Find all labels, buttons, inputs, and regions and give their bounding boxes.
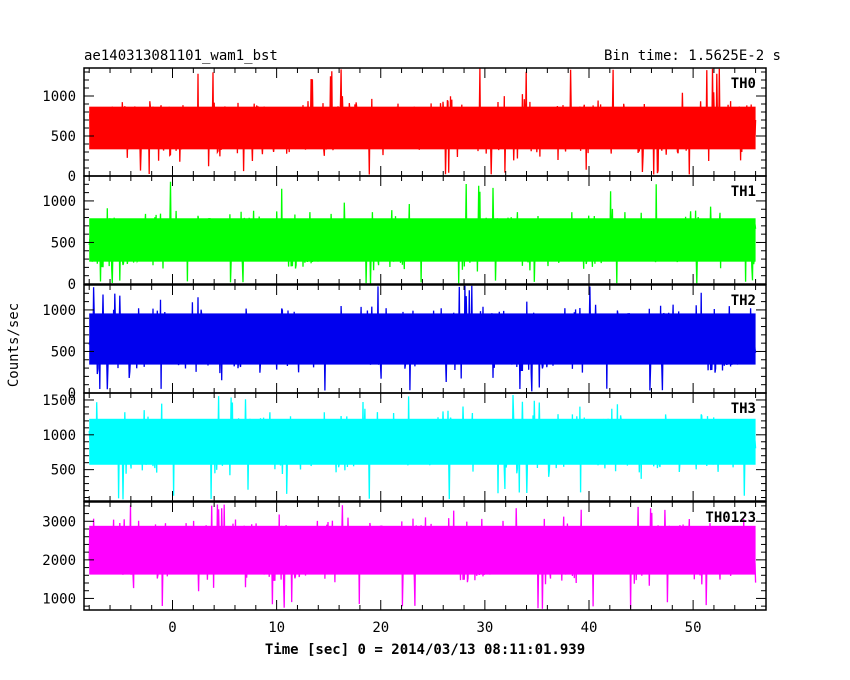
bin-time-label: Bin time: 1.5625E-2 s: [604, 48, 781, 64]
x-tick-label: 0: [168, 620, 176, 636]
y-tick-label: 2000: [42, 553, 76, 569]
y-tick-label: 500: [51, 344, 76, 360]
x-tick-label: 10: [268, 620, 285, 636]
x-tick-labels: 0 10 20 30 40 50: [168, 620, 701, 636]
panels: 0 500 1000 TH0 0 500 1000 TH1 0 500 1000 TH2 500 1000…: [42, 67, 767, 611]
panel-label-th0123: TH0123: [705, 510, 756, 526]
y-tick-label: 0: [68, 277, 76, 293]
panel-th0: 0 500 1000 TH0: [42, 67, 767, 185]
panel-frame: [83, 501, 767, 611]
series-line-th2: [88, 285, 757, 392]
y-tick-label: 1000: [42, 194, 76, 210]
panel-frame: [83, 392, 767, 502]
y-tick-label: 1500: [42, 393, 76, 409]
panel-frame: [83, 175, 767, 285]
panel-label-th3: TH3: [731, 401, 756, 417]
x-tick-label: 30: [476, 620, 493, 636]
y-tick-label: 3000: [42, 514, 76, 530]
panel-th3: 500 1000 1500 TH3: [42, 392, 767, 502]
panel-th1: 0 500 1000 TH1: [42, 175, 767, 293]
y-tick-label: 500: [51, 235, 76, 251]
x-tick-label: 40: [581, 620, 598, 636]
y-tick-label: 1000: [42, 428, 76, 444]
panel-label-th1: TH1: [731, 184, 756, 200]
panel-th0123: 1000 2000 3000 TH0123: [42, 501, 767, 611]
chart-title: ae140313081101_wam1_bst: [84, 48, 278, 64]
x-tick-label: 20: [372, 620, 389, 636]
y-axis-label: Counts/sec: [6, 303, 22, 387]
panel-label-th0: TH0: [731, 76, 756, 92]
x-axis-label: Time [sec] 0 = 2014/03/13 08:11:01.939: [265, 642, 585, 658]
y-tick-label: 500: [51, 129, 76, 145]
y-tick-label: 1000: [42, 591, 76, 607]
series-line-th3: [88, 394, 757, 500]
panel-th2: 0 500 1000 TH2: [42, 284, 767, 402]
series-line-th0123: [88, 504, 757, 609]
series-line-th0: [89, 68, 757, 175]
y-tick-label: 500: [51, 463, 76, 479]
x-tick-label: 50: [685, 620, 702, 636]
y-tick-label: 1000: [42, 89, 76, 105]
y-tick-label: 0: [68, 386, 76, 402]
y-tick-label: 1000: [42, 303, 76, 319]
series-line-th1: [88, 181, 757, 284]
panel-label-th2: TH2: [731, 293, 756, 309]
y-tick-label: 0: [68, 169, 76, 185]
